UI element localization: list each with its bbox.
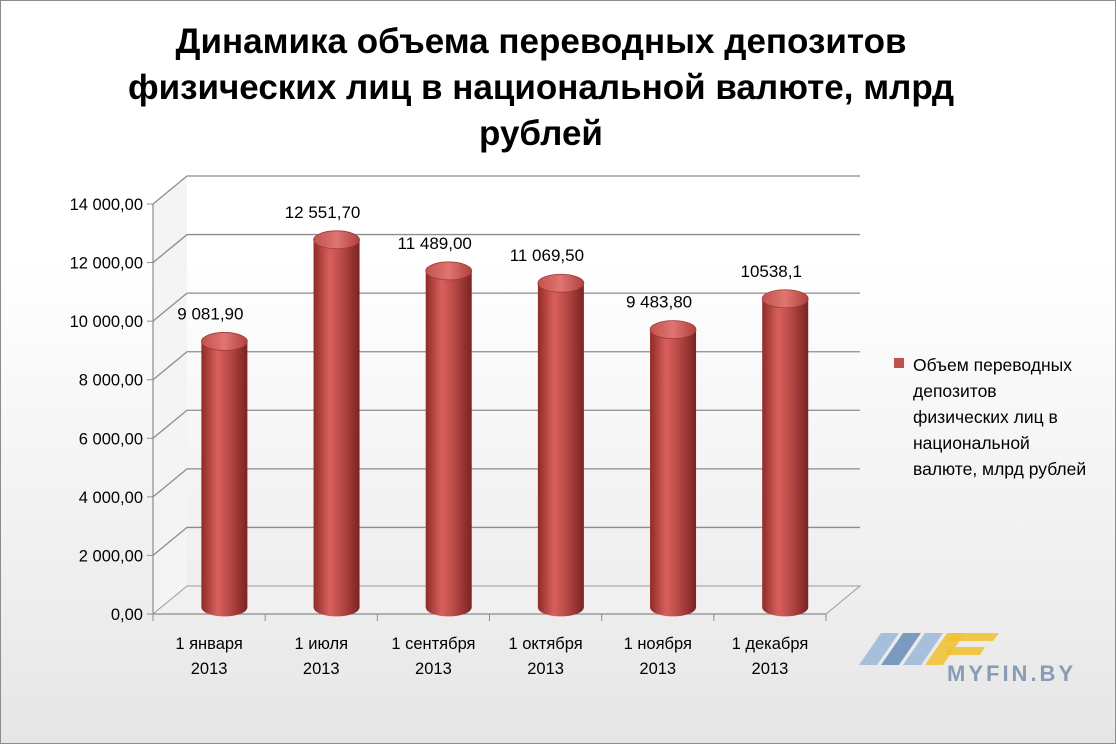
gridline [152, 351, 860, 381]
x-tick-label: 1 октября [508, 635, 582, 653]
gridline [152, 175, 860, 205]
x-tick-label: 1 декабря [732, 635, 809, 653]
chart-title-line-1: Динамика объема переводных депозитов [175, 22, 907, 61]
y-tick-label: 0,00 [111, 606, 143, 624]
bar-cylinder [762, 298, 809, 617]
chart-title-line-2: физических лиц в национальной валюте, мл… [127, 68, 955, 107]
data-label: 11 069,50 [510, 246, 584, 265]
data-label: 9 483,80 [626, 293, 692, 312]
y-tick-label: 12 000,00 [70, 255, 143, 273]
y-tick-label: 2 000,00 [79, 547, 143, 565]
bar-cylinder [201, 341, 248, 617]
y-tick-label: 8 000,00 [79, 372, 143, 390]
plot-floor [151, 585, 862, 615]
data-label: 10538,1 [740, 262, 801, 281]
x-tick-label: 1 ноября [624, 635, 692, 653]
x-tick-label: 2013 [415, 660, 452, 678]
legend-label: Объем переводных депозитов физических ли… [913, 352, 1109, 482]
x-tick-label: 2013 [527, 660, 564, 678]
bar-cap [761, 289, 809, 309]
gridline [152, 526, 860, 556]
bar-cap [425, 261, 473, 281]
x-tick-label: 2013 [752, 660, 789, 678]
data-label: 11 489,00 [398, 234, 472, 253]
legend-label-line-3: физических лиц в [913, 407, 1058, 427]
gridline [152, 468, 860, 498]
bar-cap [200, 332, 248, 351]
y-tick-label: 10 000,00 [70, 313, 143, 331]
legend-label-line-1: Объем переводных [913, 355, 1072, 375]
x-tick-label: 1 января [175, 635, 243, 653]
y-tick-label: 6 000,00 [79, 430, 143, 448]
watermark-text: MYFIN.BY [947, 661, 1076, 686]
legend: Объем переводных депозитов физических ли… [894, 352, 1109, 482]
bar-cylinder [650, 329, 697, 617]
legend-swatch [894, 358, 904, 368]
y-tick-label: 14 000,00 [70, 196, 143, 214]
data-label: 9 081,90 [177, 304, 243, 323]
x-tick-label: 1 сентября [391, 635, 475, 653]
bar-cylinder [313, 239, 360, 617]
x-tick-label: 2013 [191, 660, 228, 678]
bar-cap [537, 273, 585, 293]
data-label: 12 551,70 [285, 203, 361, 222]
y-tick-label: 4 000,00 [79, 489, 143, 507]
gridline [152, 233, 860, 264]
gridline [152, 409, 860, 439]
bar-cap [313, 230, 360, 250]
legend-label-line-4: национальной [913, 433, 1030, 453]
myfin-logo: MYFIN.BY [859, 633, 1076, 686]
plot-side-wall [153, 176, 187, 614]
x-tick-label: 1 июля [294, 635, 348, 653]
x-tick-label: 2013 [639, 660, 676, 678]
chart-title-line-3: рублей [479, 114, 603, 153]
gridline [152, 292, 860, 322]
x-tick-label: 2013 [303, 660, 340, 678]
bar-cylinder [425, 270, 472, 617]
bar-cap [649, 320, 697, 340]
chart-title: Динамика объема переводных депозитов физ… [121, 19, 961, 157]
bar-cylinder [537, 283, 584, 617]
legend-label-line-2: депозитов [913, 381, 997, 401]
legend-label-line-5: валюте, млрд рублей [913, 459, 1087, 479]
